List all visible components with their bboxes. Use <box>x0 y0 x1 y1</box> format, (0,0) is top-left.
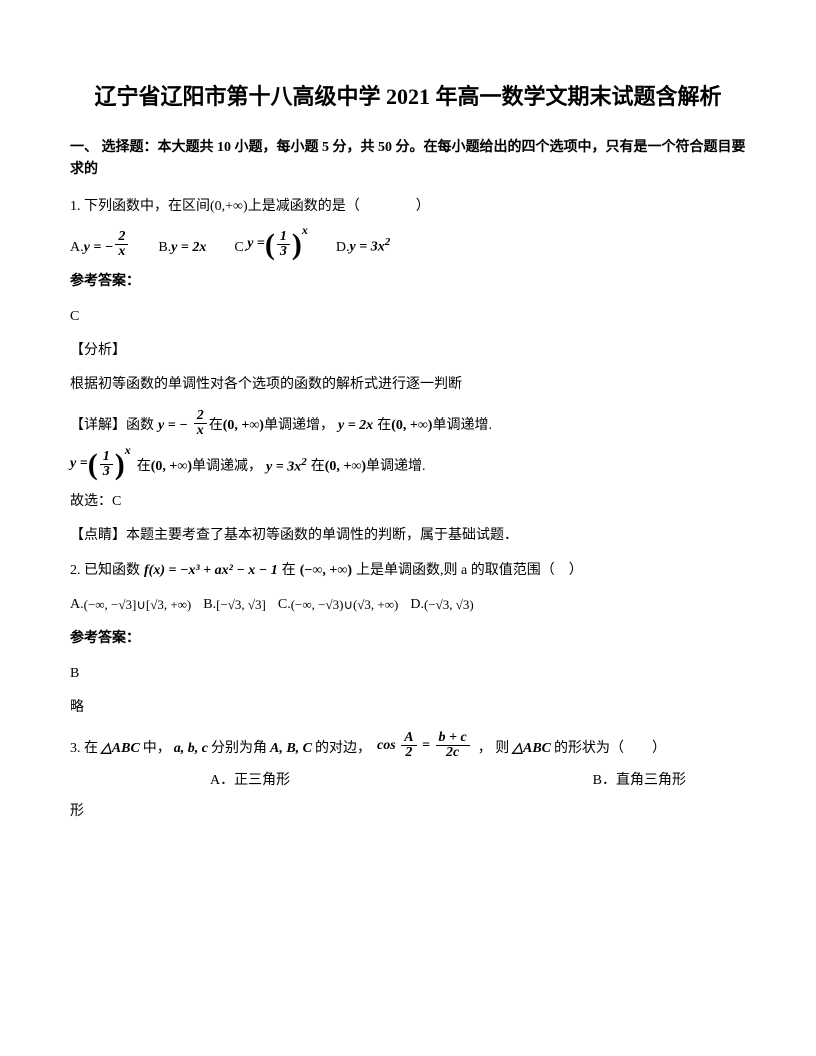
q2-text: 2. 已知函数 f(x) = −x³ + ax² − x − 1 在 (−∞, … <box>70 560 746 582</box>
detail-text: 在 <box>311 456 325 478</box>
math-expr: (−√3, √3) <box>424 595 474 616</box>
math-expr: △ABC <box>101 738 140 760</box>
q1-text: 1. 下列函数中，在区间(0,+∞)上是减函数的是（ ） <box>70 196 746 218</box>
detail-text: 单调递增， <box>264 415 334 437</box>
detail-text: 在 <box>377 415 391 437</box>
q3-trailing: 形 <box>70 801 746 823</box>
analysis-label: 【分析】 <box>70 340 746 362</box>
q1-detail-1: 【详解】函数 y = − 2 x 在 (0, +∞) 单调递增， y = 2x … <box>70 409 746 438</box>
q3-mid: 的形状为（ ） <box>554 738 666 760</box>
opt-label: C. <box>234 237 247 259</box>
frac-den: x <box>115 245 128 259</box>
q2-prefix: 2. 已知函数 <box>70 560 140 582</box>
q3-options-row: A．正三角形 B．直角三角形 <box>70 770 746 800</box>
math-expr: A, B, C <box>270 738 312 760</box>
math-expr: (−∞, −√3]∪[√3, +∞) <box>84 595 192 616</box>
q3-mid: 分别为角 <box>211 738 267 760</box>
q3-text: 3. 在 △ABC 中， a, b, c 分别为角 A, B, C 的对边， c… <box>70 731 746 760</box>
q2-brief: 略 <box>70 697 746 719</box>
interval: (0, +∞) <box>325 456 366 478</box>
frac-num: 2 <box>115 230 128 245</box>
opt-label: A. <box>70 594 84 616</box>
q3-mid: 的对边， <box>315 738 371 760</box>
section-heading: 一、 选择题：本大题共 10 小题，每小题 5 分，共 50 分。在每小题给出的… <box>70 137 746 182</box>
math-expr: y = 3x2 <box>350 234 391 259</box>
q1-option-d: D. y = 3x2 <box>336 234 390 259</box>
q1-option-b: B. y = 2x <box>158 237 206 259</box>
math-expr: (−∞, −√3)∪(√3, +∞) <box>291 595 399 616</box>
q3-option-a: A．正三角形 <box>210 770 290 792</box>
opt-label: B. <box>158 237 171 259</box>
interval: (0, +∞) <box>151 456 192 478</box>
interval: (0, +∞) <box>391 415 432 437</box>
detail-text: 单调递减， <box>192 456 262 478</box>
answer-label: 参考答案： <box>70 271 746 293</box>
q1-detail-2: y = ( 1 3 ) x 在 (0, +∞) 单调递减， y = 3x2 在 … <box>70 450 746 479</box>
q1-option-a: A. y = − 2 x <box>70 230 130 259</box>
math-expr: cos A2 = b + c2c <box>377 731 472 760</box>
math-expr: a, b, c <box>174 738 208 760</box>
answer-value: C <box>70 306 746 328</box>
answer-label: 参考答案： <box>70 628 746 650</box>
opt-label: D. <box>410 594 424 616</box>
q3-option-b: B．直角三角形 <box>593 770 686 800</box>
q2-mid: 在 <box>282 560 296 582</box>
q2-options: A. (−∞, −√3]∪[√3, +∞) B. [−√3, √3] C. (−… <box>70 594 746 616</box>
math-expr: y = 2x <box>338 415 373 437</box>
q2-option-d: D. (−√3, √3) <box>410 594 473 616</box>
opt-label: A. <box>70 237 84 259</box>
opt-label: D. <box>336 237 350 259</box>
opt-label: C. <box>278 594 291 616</box>
math-expr: y = 3x2 <box>266 454 307 479</box>
analysis-text: 根据初等函数的单调性对各个选项的函数的解析式进行逐一判断 <box>70 374 746 396</box>
detail-text: 在 <box>137 456 151 478</box>
q2-mid: 上是单调函数,则 a 的取值范围（ ） <box>356 560 583 582</box>
math-expr: y = ( 1 3 ) x <box>70 450 131 479</box>
q2-option-b: B. [−√3, √3] <box>203 594 266 616</box>
fraction: 2 x <box>115 230 128 259</box>
q3-mid: ， 则 <box>478 738 510 760</box>
math-expr: f(x) = −x³ + ax² − x − 1 <box>144 560 278 582</box>
page-title: 辽宁省辽阳市第十八高级中学 2021 年高一数学文期末试题含解析 <box>70 80 746 113</box>
math-expr: y = ( 1 3 ) x <box>247 230 308 259</box>
math-expr: △ABC <box>512 738 551 760</box>
math-expr: [−√3, √3] <box>216 595 266 616</box>
q1-point: 【点睛】本题主要考查了基本初等函数的单调性的判断，属于基础试题． <box>70 525 746 547</box>
fraction: 2 x <box>194 409 207 438</box>
math-expr: y = 2x <box>171 237 206 259</box>
detail-text: 单调递增. <box>366 456 426 478</box>
answer-value: B <box>70 663 746 685</box>
detail-text: 【详解】函数 <box>70 415 154 437</box>
q3-mid: 中， <box>143 738 171 760</box>
q3-prefix: 3. 在 <box>70 738 98 760</box>
q2-option-c: C. (−∞, −√3)∪(√3, +∞) <box>278 594 398 616</box>
q1-conclusion: 故选：C <box>70 491 746 513</box>
detail-text: 单调递增. <box>432 415 492 437</box>
interval: (0, +∞) <box>223 415 264 437</box>
interval: (−∞, +∞) <box>300 560 352 582</box>
q1-options: A. y = − 2 x B. y = 2x C. y = ( 1 3 ) x … <box>70 230 746 259</box>
math-expr: y = − <box>84 237 114 259</box>
q2-option-a: A. (−∞, −√3]∪[√3, +∞) <box>70 594 191 616</box>
detail-text: 在 <box>209 415 223 437</box>
math-expr: y = − <box>158 415 188 437</box>
q1-option-c: C. y = ( 1 3 ) x <box>234 230 308 259</box>
opt-label: B. <box>203 594 216 616</box>
